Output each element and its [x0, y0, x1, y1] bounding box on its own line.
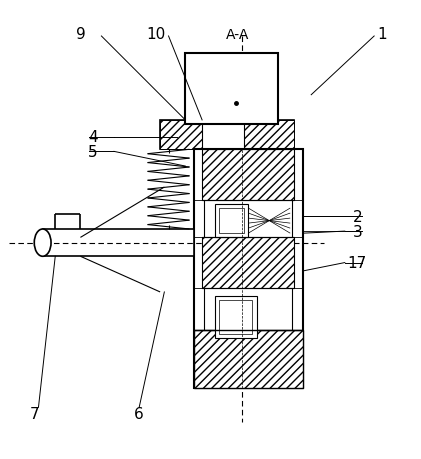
Text: 4: 4 — [88, 130, 98, 145]
Bar — [194, 150, 303, 389]
Bar — [215, 204, 248, 238]
Text: 6: 6 — [134, 406, 144, 421]
Bar — [160, 121, 294, 150]
Text: 7: 7 — [29, 406, 39, 421]
Bar — [43, 230, 194, 257]
Text: 10: 10 — [147, 28, 165, 42]
Bar — [160, 121, 202, 150]
Text: 5: 5 — [88, 145, 98, 160]
Text: 17: 17 — [348, 256, 367, 270]
Text: 1: 1 — [378, 28, 387, 42]
Bar — [215, 297, 257, 338]
Bar — [194, 330, 303, 389]
Bar — [202, 238, 294, 288]
Bar — [244, 121, 294, 150]
Ellipse shape — [34, 230, 51, 257]
Text: 3: 3 — [352, 224, 362, 239]
Bar — [202, 150, 294, 200]
Bar — [219, 208, 244, 234]
Text: A-A: A-A — [226, 28, 250, 42]
Bar — [185, 54, 277, 125]
Text: 2: 2 — [352, 209, 362, 224]
Bar — [219, 301, 253, 334]
Text: 9: 9 — [75, 28, 85, 42]
